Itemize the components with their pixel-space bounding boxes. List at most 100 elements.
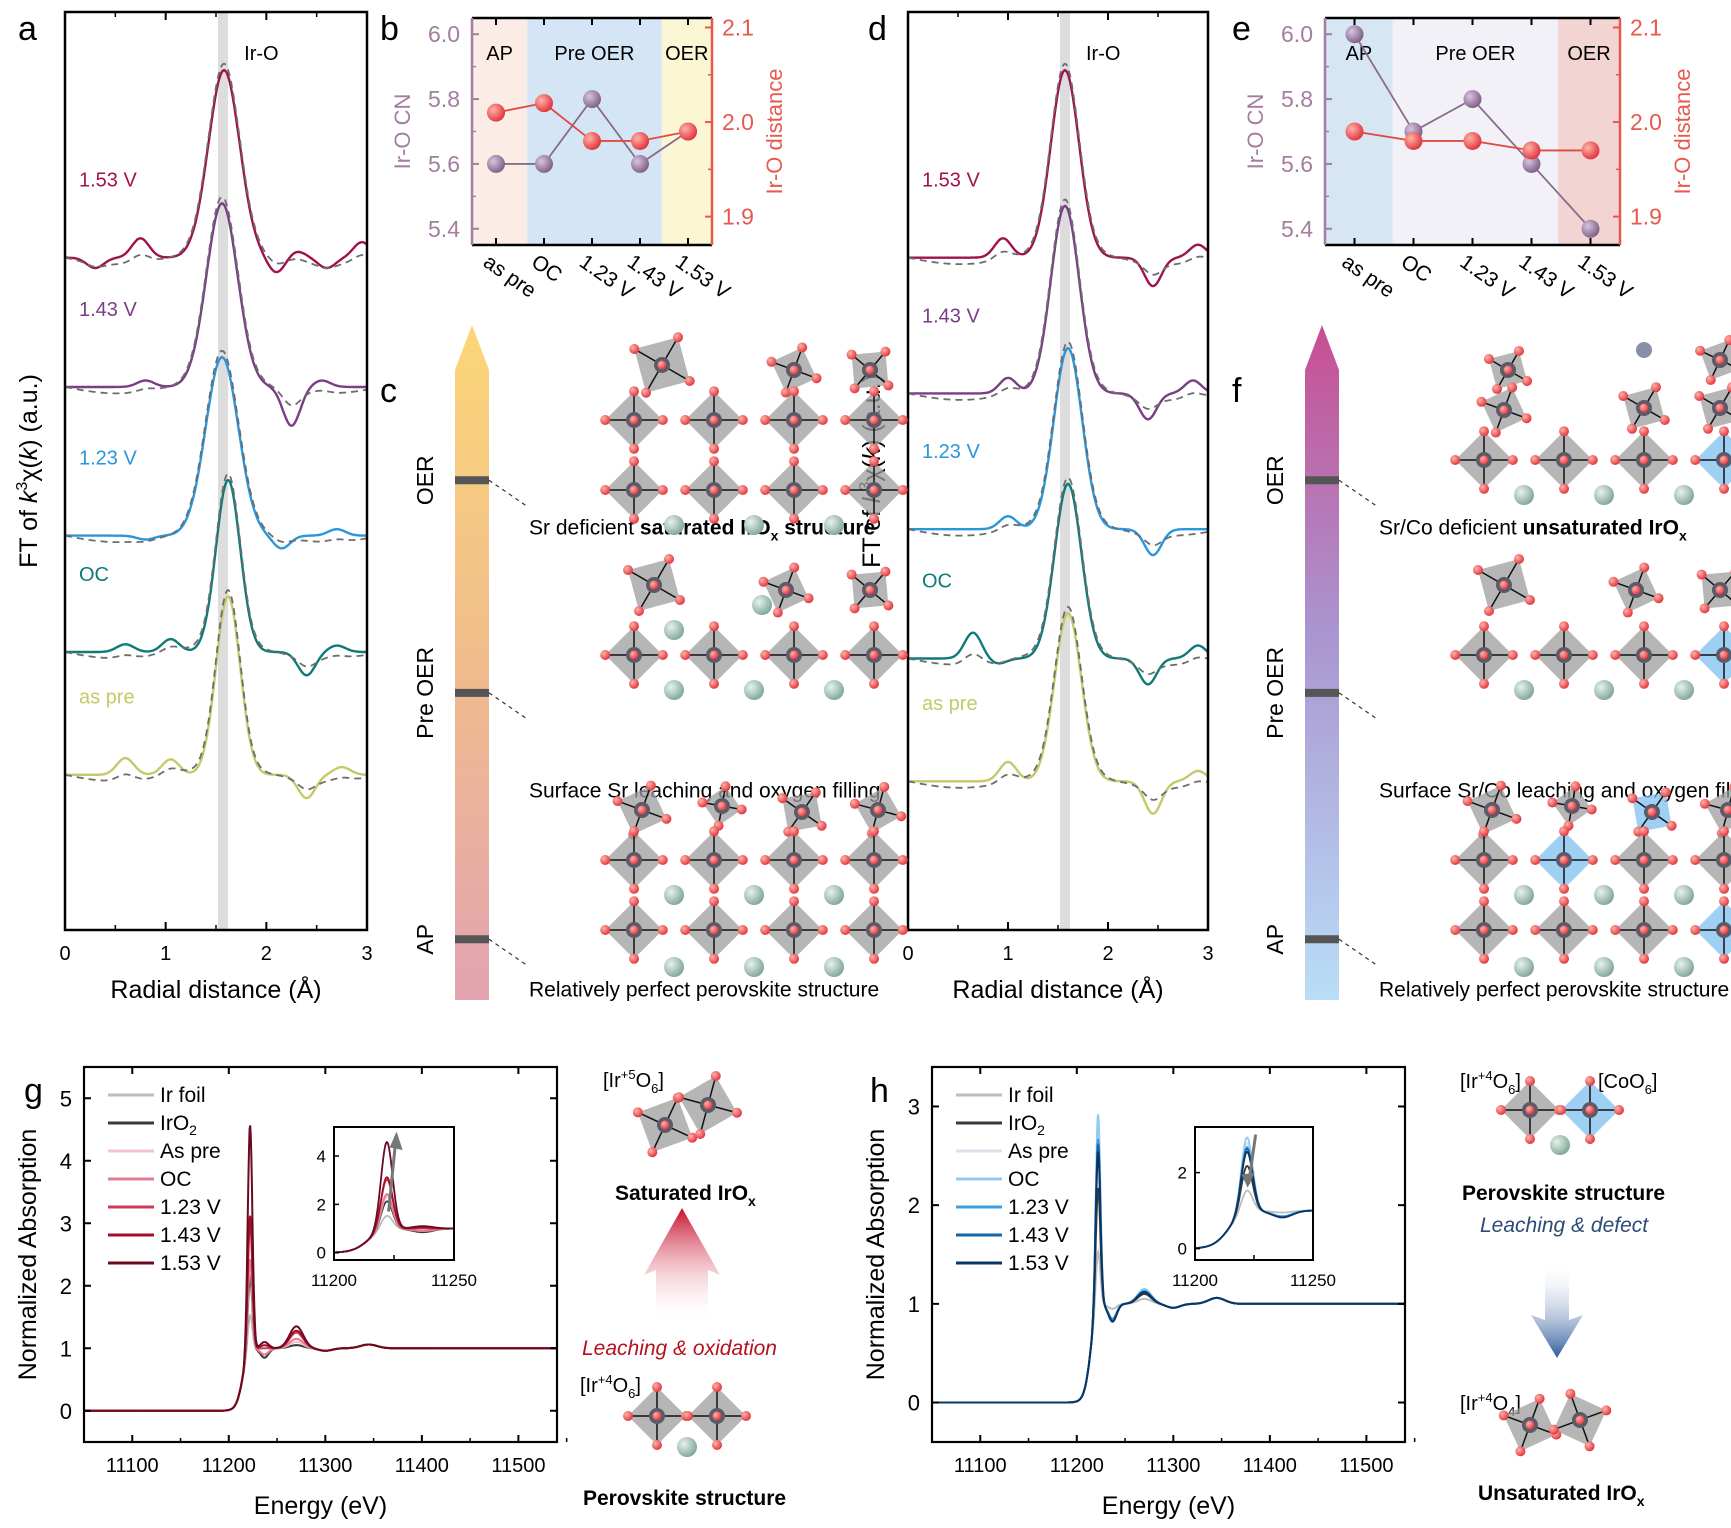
category-label: 1.53 V	[671, 250, 734, 304]
oxygen-atom	[1601, 1405, 1612, 1416]
ir-atom-core	[1525, 1420, 1535, 1430]
ir-o-annotation: Ir-O	[1086, 43, 1120, 65]
ir-atom-core	[1715, 403, 1725, 413]
ir-atom-core	[717, 801, 727, 811]
formula-subscript: 4	[1508, 1404, 1515, 1419]
oxygen-atom	[1639, 953, 1649, 964]
series-label: OC	[922, 570, 952, 592]
oxygen-atom	[849, 603, 860, 614]
oxygen-atom	[883, 380, 894, 391]
ir-atom-core	[1719, 925, 1729, 935]
oxygen-atom	[1492, 384, 1502, 395]
caption-subscript: x	[1679, 527, 1687, 543]
ir-atom-core	[865, 585, 875, 595]
formula-superscript: +5	[621, 1067, 636, 1082]
trend-arrow-head-down-icon	[1241, 1172, 1255, 1188]
ir-atom-core	[1647, 807, 1657, 817]
y-tick-label-left: 5.6	[428, 151, 460, 177]
ir-atom-core	[629, 415, 639, 425]
y-label-part: ) (a.u.)	[15, 374, 43, 448]
label-part: Unsaturated IrO	[1478, 1482, 1637, 1505]
oxidation-arrow-up-icon	[644, 1208, 720, 1325]
legend-label: IrO2	[1008, 1112, 1045, 1138]
legend-label: 1.43 V	[160, 1224, 221, 1247]
ir-atom-core	[1715, 355, 1725, 365]
panel-letter-a: a	[18, 10, 37, 48]
ir-atom-core	[1719, 455, 1729, 465]
oxygen-atom	[1610, 650, 1621, 660]
formula-subscript: 6	[1508, 1082, 1515, 1097]
ir-atom-core	[869, 855, 879, 865]
stage-marker	[455, 476, 489, 485]
leader-line	[1338, 479, 1378, 507]
sr-atom	[744, 680, 764, 700]
fit-line-as-pre	[907, 605, 1209, 801]
oxygen-atom	[697, 797, 708, 808]
y-tick-label: 2	[908, 1193, 920, 1218]
saturated-irox-label: Saturated IrOx	[615, 1182, 756, 1209]
oxygen-atom	[1639, 621, 1649, 632]
legend-label: As pre	[1008, 1140, 1069, 1163]
oxygen-atom	[1660, 787, 1671, 798]
legend-label: Ir foil	[160, 1084, 206, 1107]
oxygen-atom	[1585, 1076, 1595, 1086]
ir-atom-core	[1567, 801, 1577, 811]
oxygen-atom	[789, 443, 799, 454]
oxygen-atom	[817, 855, 828, 865]
y-tick-label: 3	[60, 1211, 72, 1236]
y-tick-label: 2	[60, 1274, 72, 1299]
series-label: OC	[79, 564, 109, 586]
oxygen-atom	[712, 1382, 722, 1392]
ir-atom-core	[637, 805, 647, 815]
leader-line	[1338, 692, 1378, 720]
series-label: 1.53 V	[922, 170, 980, 192]
oxygen-atom	[634, 605, 644, 616]
sr-atom	[1514, 485, 1534, 505]
oxygen-atom	[869, 513, 879, 524]
stage-caption: Relatively perfect perovskite structure	[529, 979, 879, 1002]
oxygen-atom	[741, 1411, 751, 1421]
x-tick-label: 11400	[1243, 1455, 1297, 1477]
panel-letter-g: g	[24, 1072, 43, 1110]
panel-letter-e: e	[1232, 10, 1251, 48]
ir-atom-core	[869, 415, 879, 425]
x-tick-label: 11400	[395, 1455, 449, 1477]
oxygen-atom	[777, 793, 788, 804]
ir-atom-core	[703, 1100, 713, 1110]
label-subscript: x	[748, 1193, 756, 1209]
perovskite-structure-label: Perovskite structure	[583, 1487, 786, 1510]
caption-bold: unsaturated IrO	[1523, 516, 1679, 539]
ir-atom-core	[660, 1120, 670, 1130]
oxygen-atom	[645, 780, 656, 791]
oxygen-atom	[1490, 427, 1501, 438]
cn-point	[1581, 219, 1600, 238]
oxygen-atom	[1507, 925, 1518, 935]
oxygen-atom	[1690, 455, 1701, 465]
sr-atom	[744, 515, 764, 535]
oxygen-atom	[760, 650, 771, 660]
oxygen-atom	[641, 387, 651, 398]
ir-atom-core	[1479, 455, 1489, 465]
oxygen-atom	[1727, 382, 1731, 393]
ir-atom-core	[1639, 403, 1649, 413]
sr-atom	[1674, 485, 1694, 505]
formula-label: [Ir+4O6]	[580, 1372, 641, 1401]
series-line-oc	[932, 1114, 1405, 1404]
ir-atom-core	[1503, 365, 1513, 375]
chart-h-xanes-si6c1: 11100 11200 11300 11400 11500 0 1 2 3 Energy (eV)…	[862, 1065, 1416, 1520]
oxygen-atom	[712, 1440, 722, 1450]
x-tick-label: 11100	[954, 1455, 1007, 1477]
chart-g-xanes-si: 11100 11200 11300 11400 11500 0 1 2 3 4 5 Energy (e…	[14, 1065, 568, 1520]
ir-atom-core	[1525, 1105, 1535, 1115]
series-line-oc	[65, 478, 367, 677]
oxygen-atom	[797, 342, 808, 353]
oxygen-atom	[1559, 826, 1569, 837]
series-line-1-43-v	[65, 202, 367, 427]
oxygen-atom	[1719, 678, 1729, 689]
oxygen-atom	[600, 855, 611, 865]
cn-point	[631, 154, 649, 173]
oxygen-atom	[869, 883, 879, 894]
y-tick-label-right: 2.0	[722, 109, 754, 135]
oxygen-atom	[661, 813, 672, 824]
oxygen-atom	[629, 953, 639, 964]
